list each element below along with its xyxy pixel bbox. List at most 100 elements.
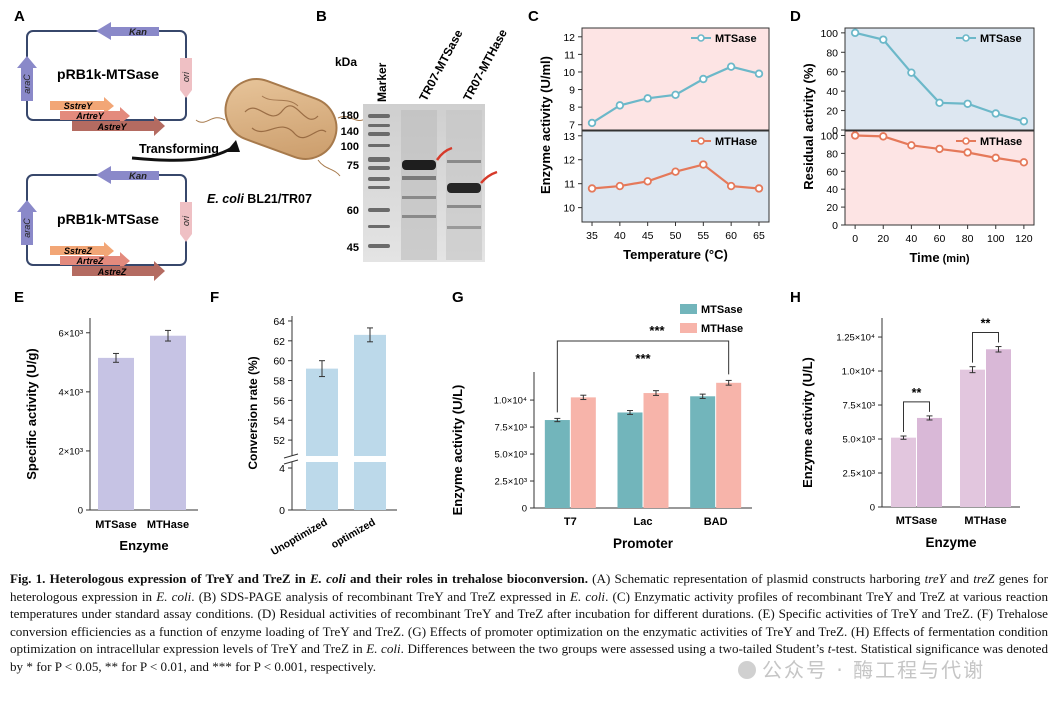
bar-unoptimized	[306, 368, 338, 510]
axis-break-gap	[284, 456, 399, 462]
y-tick-label: 2×10³	[58, 446, 83, 457]
data-point	[754, 184, 764, 193]
data-point	[907, 68, 916, 77]
lane-label-marker: Marker	[375, 62, 389, 102]
transform-arrow	[131, 146, 233, 162]
transform-arrowhead	[226, 140, 240, 152]
gene-bottom-3-label: AstreZ	[97, 267, 127, 277]
data-point	[726, 62, 736, 71]
x-tick-label: 60	[934, 233, 946, 245]
data-point	[907, 141, 916, 150]
gene-bottom-2-label: ArtreZ	[75, 256, 104, 266]
y-tick-label: 58	[273, 376, 285, 388]
arac-label-top: araC	[22, 74, 32, 94]
y-tick-label: 5.0×10³	[843, 435, 876, 446]
y-tick-label: 0	[832, 125, 838, 137]
data-point	[963, 99, 972, 108]
caption-s4: . Differences between the two groups wer…	[400, 641, 828, 657]
watermark-text: 公众号 · 酶工程与代谢	[762, 658, 986, 682]
y-tick-label: 0	[78, 506, 83, 517]
ori-label-top: ori	[181, 71, 191, 82]
lane-label-mtsase: TR07-MTSase	[416, 27, 465, 103]
y-axis-label: Specific activity (U/g)	[24, 348, 39, 479]
kda-140: 140	[341, 126, 359, 138]
chart-h-fermentation: 0 2.5×10³ 5.0×10³ 7.5×10³ 1.0×10⁴ 1.25×10⁴ MTS…	[800, 317, 1020, 550]
plasmid-bottom: Kan araC ori pRB1k-MTSase SstreZ ArtreZ …	[17, 166, 192, 281]
data-point	[879, 132, 888, 141]
kda-75: 75	[347, 160, 359, 172]
plasmid-bottom-name: pRB1k-MTSase	[57, 211, 159, 227]
y-tick-label: 20	[826, 106, 838, 118]
legend-marker	[697, 137, 705, 145]
y-tick-label: 40	[826, 184, 838, 196]
y-tick-label: 0	[832, 220, 838, 232]
y-tick-label: 2.5×10³	[843, 469, 876, 480]
x-tick-label: 40	[614, 230, 626, 242]
significance-label: ***	[635, 351, 651, 366]
panel-letter-d: D	[790, 8, 801, 25]
caption-s1-i1: treY	[924, 571, 946, 586]
figure-caption: Fig. 1. Heterologous expression of TreY …	[10, 570, 1048, 676]
wechat-icon	[738, 661, 756, 679]
x-tick-label: optimized	[329, 516, 377, 551]
x-axis-label: Temperature (°C)	[623, 247, 728, 262]
legend-label: MTHase	[715, 136, 757, 148]
data-point	[643, 94, 652, 103]
subplot-bg-1	[581, 130, 770, 223]
x-tick-label: 45	[642, 230, 654, 242]
legend-swatch-mthase	[680, 323, 697, 333]
y-tick-label: 0	[522, 504, 527, 515]
y-tick-label: 4×10³	[58, 387, 83, 398]
y-tick-label: 62	[273, 336, 285, 348]
host-strain: BL21/TR07	[244, 192, 312, 206]
x-tick-label: 60	[725, 230, 737, 242]
panel-letter-e: E	[14, 289, 24, 306]
bar-before-mthase	[960, 369, 985, 507]
caption-title-a: Fig. 1. Heterologous expression of TreY …	[10, 571, 310, 586]
y-tick-label: 7.5×10³	[495, 423, 528, 434]
mtsase-lane	[401, 110, 437, 260]
y-tick-label: 52	[273, 435, 285, 447]
significance-label: ***	[649, 323, 665, 338]
caption-s5: -test. Statistical significance was deno…	[10, 641, 1049, 674]
data-point	[699, 160, 708, 169]
data-point	[587, 184, 597, 193]
kda-180: 180	[341, 110, 359, 122]
bar-mtsase-lac	[617, 412, 643, 508]
legend-marker	[697, 34, 705, 42]
plasmid-top-name: pRB1k-MTSase	[57, 66, 159, 82]
y-tick-label: 5.0×10³	[495, 450, 528, 461]
band-arrow-mthase	[480, 170, 498, 184]
lane-label-mthase: TR07-MTHase	[460, 26, 510, 103]
legend-label: MTHase	[701, 323, 743, 335]
y-tick-label: 0	[279, 505, 285, 517]
y-tick-label: 10	[563, 67, 575, 79]
host-italic: E. coli	[207, 192, 244, 206]
caption-s2-i: E. coli	[570, 588, 606, 604]
panel-b: B Marker TR07-MTSase TR07-MTHase kDa	[316, 8, 510, 262]
chart-f-conversion-rate: 52 54 56 58 60 62 64 0 4 Unoptimized optimized Conv…	[246, 316, 399, 558]
chart-c-temperature: 7 8 9 10 11 12 MTSase 10 11 12 13 MTHase 35 40 45 50 55 6…	[538, 27, 770, 262]
y-tick-label: 20	[826, 202, 838, 214]
x-tick-label: 20	[877, 233, 889, 245]
y-tick-label: 60	[826, 67, 838, 79]
y-tick-label: 11	[564, 49, 575, 61]
chart-e-specific-activity: 0 2×10³ 4×10³ 6×10³ MTSase MTHase Enzyme Specif…	[24, 318, 198, 553]
significance-label: **	[981, 317, 991, 331]
data-point	[935, 98, 944, 107]
data-point	[754, 69, 764, 78]
gene-top-1-label: SstreY	[64, 101, 94, 111]
x-tick-label: MTSase	[95, 519, 137, 531]
y-tick-label: 11	[564, 179, 575, 191]
x-tick-label: 55	[697, 230, 709, 242]
y-tick-label: 100	[820, 28, 838, 40]
data-point	[643, 177, 652, 186]
bar-after-mthase	[986, 349, 1011, 507]
y-tick-label: 40	[826, 86, 838, 98]
bar-mtsase-bad	[690, 396, 716, 508]
kda-100: 100	[341, 141, 359, 153]
y-tick-label: 2.5×10³	[495, 477, 528, 488]
y-axis-label: Conversion rate (%)	[246, 356, 260, 469]
caption-s1-i2: treZ	[973, 571, 995, 586]
ecoli-cell-illustration	[195, 78, 367, 177]
